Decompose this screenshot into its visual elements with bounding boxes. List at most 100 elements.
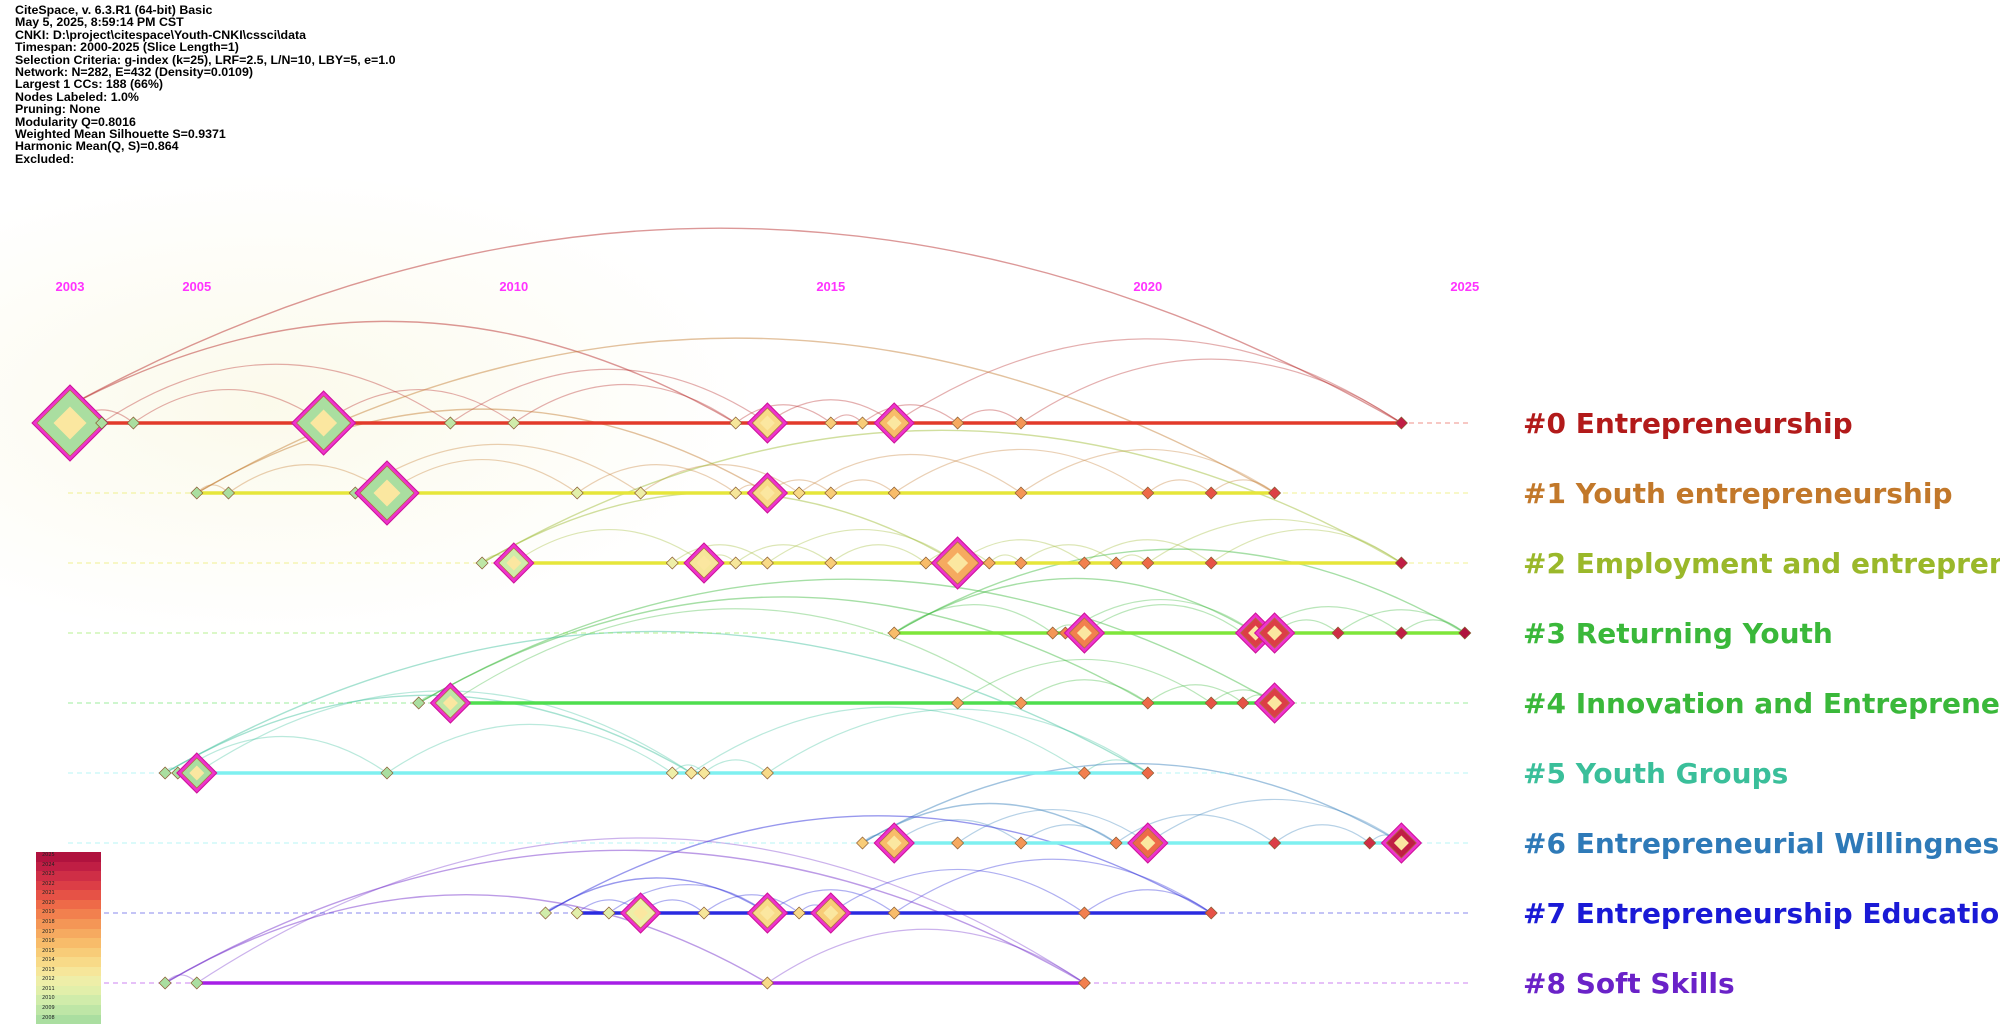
keyword-node[interactable] <box>729 416 743 430</box>
keyword-node[interactable] <box>824 486 838 500</box>
keyword-node[interactable] <box>634 486 648 500</box>
keyword-node[interactable] <box>1063 612 1106 654</box>
keyword-node[interactable] <box>354 460 420 526</box>
keyword-node[interactable] <box>887 906 901 920</box>
keyword-node[interactable] <box>729 556 743 570</box>
keyword-node[interactable] <box>887 486 901 500</box>
keyword-node[interactable] <box>1458 626 1472 640</box>
keyword-node[interactable] <box>887 626 901 640</box>
keyword-node[interactable] <box>1380 822 1423 864</box>
keyword-node[interactable] <box>1077 766 1091 780</box>
keyword-node[interactable] <box>507 416 521 430</box>
keyword-node[interactable] <box>493 542 535 584</box>
cluster-label: #2 Employment and entrepreneurs <box>1523 547 2000 580</box>
keyword-node[interactable] <box>873 402 915 444</box>
keyword-node[interactable] <box>1141 556 1155 570</box>
keyword-node[interactable] <box>1204 696 1218 710</box>
link-arc <box>767 708 1149 774</box>
keyword-node[interactable] <box>982 556 996 570</box>
keyword-node[interactable] <box>158 766 172 780</box>
keyword-node[interactable] <box>412 696 426 710</box>
keyword-node[interactable] <box>1394 556 1408 570</box>
keyword-node[interactable] <box>176 752 218 794</box>
keyword-node[interactable] <box>190 486 204 500</box>
keyword-node[interactable] <box>1014 486 1028 500</box>
keyword-node[interactable] <box>683 542 725 584</box>
keyword-node[interactable] <box>602 906 616 920</box>
keyword-node[interactable] <box>1236 696 1250 710</box>
keyword-node[interactable] <box>539 906 552 920</box>
keyword-node[interactable] <box>443 416 457 430</box>
keyword-node[interactable] <box>570 486 584 500</box>
keyword-node[interactable] <box>1077 556 1091 570</box>
keyword-node[interactable] <box>31 384 109 462</box>
keyword-node[interactable] <box>190 976 204 990</box>
keyword-node[interactable] <box>951 416 965 430</box>
keyword-node[interactable] <box>873 822 915 864</box>
keyword-node[interactable] <box>810 892 852 934</box>
keyword-node[interactable] <box>1268 486 1282 500</box>
keyword-node[interactable] <box>665 766 679 780</box>
keyword-node[interactable] <box>697 906 711 920</box>
keyword-node[interactable] <box>1141 766 1155 780</box>
keyword-node[interactable] <box>290 390 357 456</box>
keyword-node[interactable] <box>1014 416 1028 430</box>
keyword-node[interactable] <box>760 766 774 780</box>
keyword-node[interactable] <box>570 906 584 920</box>
keyword-node[interactable] <box>1077 976 1091 990</box>
link-arc <box>1147 518 1402 564</box>
keyword-node[interactable] <box>1204 556 1218 570</box>
keyword-node[interactable] <box>1127 822 1169 864</box>
link-arc <box>767 529 958 564</box>
keyword-node[interactable] <box>380 766 394 780</box>
keyword-node[interactable] <box>1394 626 1408 640</box>
keyword-node[interactable] <box>1204 906 1218 920</box>
keyword-node[interactable] <box>856 416 869 430</box>
keyword-node[interactable] <box>792 486 806 500</box>
keyword-node[interactable] <box>684 766 698 780</box>
keyword-node[interactable] <box>1141 696 1155 710</box>
keyword-node[interactable] <box>760 556 774 570</box>
keyword-node[interactable] <box>919 556 933 570</box>
keyword-node[interactable] <box>1014 556 1028 570</box>
keyword-node[interactable] <box>930 536 985 590</box>
keyword-node[interactable] <box>429 682 472 724</box>
keyword-node[interactable] <box>619 892 662 934</box>
keyword-node[interactable] <box>1014 696 1028 710</box>
keyword-node[interactable] <box>1077 906 1091 920</box>
keyword-node[interactable] <box>824 416 838 430</box>
info-line: Excluded: <box>15 151 75 166</box>
keyword-node[interactable] <box>760 976 774 990</box>
cluster-label: #6 Entrepreneurial Willingness <box>1523 827 2000 860</box>
keyword-node[interactable] <box>1014 836 1028 850</box>
keyword-node[interactable] <box>1253 682 1296 724</box>
keyword-node[interactable] <box>1109 836 1123 850</box>
keyword-node[interactable] <box>1204 486 1218 500</box>
keyword-node[interactable] <box>746 892 789 934</box>
keyword-node[interactable] <box>1268 836 1282 850</box>
keyword-node[interactable] <box>951 836 965 850</box>
keyword-node[interactable] <box>746 472 789 514</box>
keyword-node[interactable] <box>729 486 743 500</box>
keyword-node[interactable] <box>746 402 789 444</box>
keyword-node[interactable] <box>951 696 965 710</box>
keyword-node[interactable] <box>95 416 109 430</box>
keyword-node[interactable] <box>1046 626 1060 640</box>
keyword-node[interactable] <box>1109 556 1123 570</box>
keyword-node[interactable] <box>856 836 869 850</box>
keyword-node[interactable] <box>697 766 711 780</box>
keyword-node[interactable] <box>1141 486 1155 500</box>
keyword-node[interactable] <box>665 556 679 570</box>
keyword-node[interactable] <box>222 486 235 500</box>
keyword-node[interactable] <box>126 416 140 430</box>
keyword-node[interactable] <box>1363 836 1377 850</box>
keyword-node[interactable] <box>475 556 489 570</box>
keyword-node[interactable] <box>158 976 172 990</box>
keyword-node[interactable] <box>792 906 806 920</box>
keyword-node[interactable] <box>824 556 838 570</box>
link-arc <box>1401 619 1466 634</box>
keyword-node[interactable] <box>1331 626 1345 640</box>
keyword-node[interactable] <box>1394 416 1408 430</box>
keyword-node[interactable] <box>1253 612 1296 654</box>
link-arc <box>513 383 737 424</box>
